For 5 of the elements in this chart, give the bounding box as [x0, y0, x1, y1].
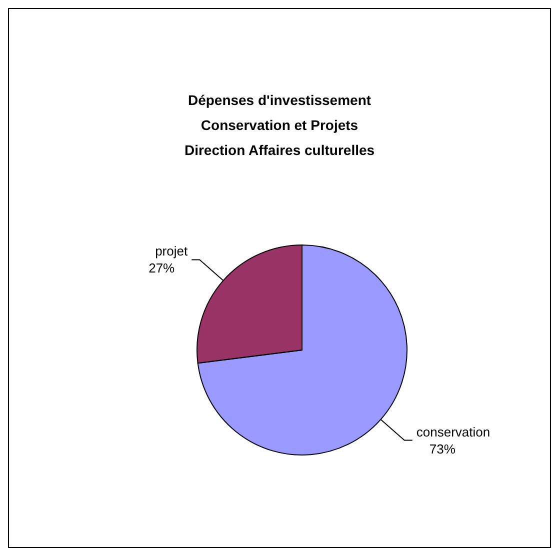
data-label: 73%: [429, 441, 456, 456]
slice-label: conservation: [416, 424, 490, 440]
data-label: 27%: [148, 260, 176, 276]
slice-label: projet: [155, 244, 188, 259]
chart-title: Dépenses d'investissement Conservation et Projets Direction Affaires culturelles: [184, 92, 375, 158]
